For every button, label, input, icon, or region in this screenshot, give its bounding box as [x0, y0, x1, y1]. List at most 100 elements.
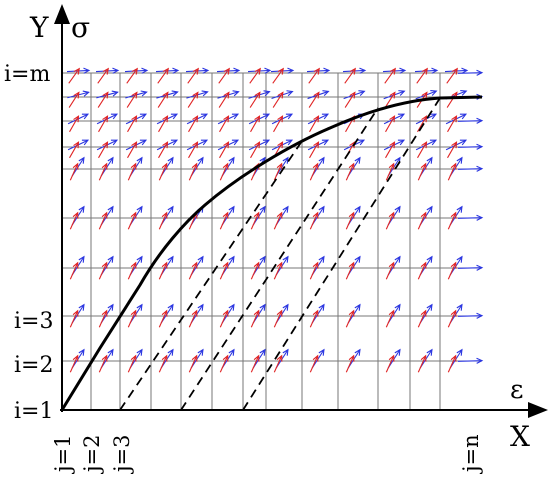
row-label-1: i=1: [14, 399, 53, 424]
arrow-head: [312, 261, 319, 269]
arrow-head: [162, 91, 169, 99]
arrow-shaft: [219, 141, 229, 159]
arrow-head: [456, 255, 463, 263]
dashed-line-3: [242, 97, 441, 411]
arrow-head: [389, 141, 396, 149]
arrow-head: [388, 309, 395, 317]
red-arrow-icon: [219, 211, 229, 230]
arrow-head: [451, 67, 458, 75]
arrow-shaft: [447, 141, 457, 159]
arrow-shaft: [250, 355, 260, 373]
arrow-head: [426, 156, 433, 164]
arrow-head: [192, 91, 199, 99]
red-arrow-icon: [68, 91, 80, 108]
red-arrow-icon: [97, 67, 109, 84]
arrow-shaft: [384, 68, 396, 84]
red-arrow-icon: [384, 91, 396, 108]
arrow-head: [130, 354, 137, 362]
arrow-head: [254, 67, 261, 75]
red-arrow-icon: [417, 162, 427, 181]
arrow-head: [253, 354, 260, 362]
arrow-head: [131, 91, 138, 99]
arrow-shaft: [218, 68, 230, 84]
arrow-head: [277, 115, 284, 123]
arrow-head: [282, 348, 289, 356]
arrow-shaft: [309, 212, 319, 230]
arrow-shaft: [188, 141, 198, 159]
arrow-head: [78, 348, 85, 356]
arrow-head: [192, 115, 199, 123]
arrow-shaft: [250, 262, 260, 280]
arrow-head: [276, 261, 283, 269]
blue-arrow-icon: [457, 143, 484, 150]
arrow-shaft: [69, 141, 79, 159]
red-arrow-icon: [218, 91, 230, 108]
arrow-shaft: [273, 212, 283, 230]
arrow-head: [354, 205, 361, 213]
arrow-shaft: [158, 262, 168, 280]
arrow-head: [318, 255, 325, 263]
red-arrow-icon: [345, 309, 355, 328]
arrow-shaft: [385, 355, 395, 373]
arrow-shaft: [457, 360, 483, 362]
red-arrow-icon: [219, 261, 229, 280]
arrow-head: [102, 67, 109, 75]
arrow-shaft: [344, 68, 356, 84]
red-arrow-icon: [98, 211, 108, 230]
red-arrow-icon: [126, 91, 138, 108]
arrow-head: [461, 67, 469, 74]
red-arrow-icon: [188, 141, 199, 159]
red-arrow-icon: [188, 354, 198, 373]
arrow-head: [136, 255, 143, 263]
arrow-head: [191, 261, 198, 269]
arrow-head: [429, 113, 438, 120]
red-arrow-icon: [417, 261, 427, 280]
arrow-shaft: [69, 262, 79, 280]
arrow-head: [136, 303, 143, 311]
arrow-head: [285, 113, 294, 120]
arrow-head: [389, 115, 396, 123]
arrow-head: [197, 348, 204, 356]
arrow-shaft: [126, 68, 138, 84]
arrow-shaft: [384, 92, 396, 108]
arrow-head: [140, 90, 148, 97]
arrow-shaft: [417, 141, 427, 159]
arrow-shaft: [219, 163, 229, 181]
arrow-head: [101, 162, 108, 170]
arrow-shaft: [345, 355, 355, 373]
arrow-head: [277, 67, 284, 75]
row-label-m: i=m: [4, 62, 50, 87]
arrow-head: [78, 205, 85, 213]
red-arrow-icon: [188, 261, 198, 280]
arrow-shaft: [345, 310, 355, 328]
arrow-head: [200, 113, 209, 120]
arrow-head: [456, 303, 463, 311]
arrow-shaft: [188, 355, 198, 373]
arrow-head: [72, 211, 79, 219]
arrow-shaft: [385, 141, 395, 159]
arrow-head: [277, 141, 284, 149]
direction-arrows: [66, 67, 484, 373]
arrow-head: [312, 354, 319, 362]
arrow-head: [450, 309, 457, 317]
arrow-shaft: [457, 120, 483, 122]
arrow-shaft: [157, 68, 169, 84]
arrow-shaft: [385, 212, 395, 230]
blue-arrow-icon: [457, 69, 484, 76]
arrow-shaft: [188, 163, 198, 181]
red-arrow-icon: [158, 261, 168, 280]
arrow-shaft: [127, 355, 137, 373]
arrow-head: [78, 156, 85, 164]
arrow-shaft: [417, 212, 427, 230]
arrow-head: [460, 89, 468, 96]
arrow-shaft: [98, 141, 108, 159]
arrow-head: [389, 67, 396, 75]
red-arrow-icon: [69, 354, 79, 373]
row-label-3: i=3: [14, 309, 53, 334]
red-arrow-icon: [309, 162, 319, 181]
arrow-head: [192, 141, 199, 149]
arrow-shaft: [273, 115, 283, 133]
arrow-head: [197, 156, 204, 164]
